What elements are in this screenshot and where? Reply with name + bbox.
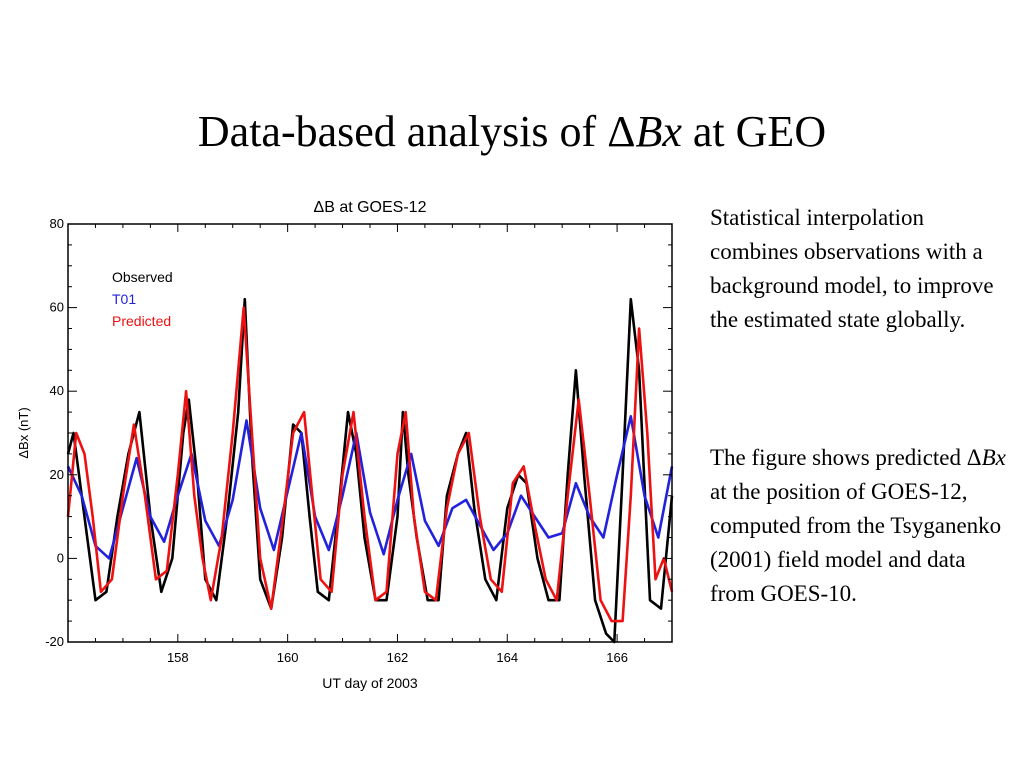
chart-container: ΔB at GOES-12 158 160 162 164 166 -20 0 20 40 60 8…	[0, 190, 690, 700]
y-tick-label: 0	[57, 550, 64, 565]
chart-title: ΔB at GOES-12	[314, 199, 427, 216]
y-tick-label: -20	[45, 634, 64, 649]
series-line-t01	[66, 415, 674, 560]
series-line-observed	[66, 297, 674, 644]
x-tick-label: 162	[387, 650, 409, 665]
legend-entry-t01: T01	[112, 291, 136, 307]
line-chart: ΔB at GOES-12 158 160 162 164 166 -20 0 20 40 60 8…	[16, 199, 674, 691]
x-tick-label: 160	[277, 650, 299, 665]
x-tick-label: 164	[496, 650, 518, 665]
y-tick-label: 20	[50, 467, 64, 482]
legend-entry-observed: Observed	[112, 269, 173, 285]
x-axis-label: UT day of 2003	[322, 675, 418, 691]
chart-legend: Observed T01 Predicted	[112, 269, 173, 329]
y-tick-label: 40	[50, 383, 64, 398]
y-tick-label: 80	[50, 216, 64, 231]
figure-caption-paragraph: The figure shows predicted ΔBx at the po…	[710, 445, 1006, 606]
x-tick-label: 166	[606, 650, 628, 665]
y-tick-label: 60	[50, 300, 64, 315]
description-paragraph: Statistical interpolation combines obser…	[710, 205, 994, 332]
x-tick-label: 158	[167, 650, 189, 665]
slide-title: Data-based analysis of ΔBx at GEO	[197, 107, 827, 156]
series-line-predicted	[66, 306, 674, 623]
legend-entry-predicted: Predicted	[112, 313, 171, 329]
y-axis-label: ΔBx (nT)	[16, 407, 31, 458]
